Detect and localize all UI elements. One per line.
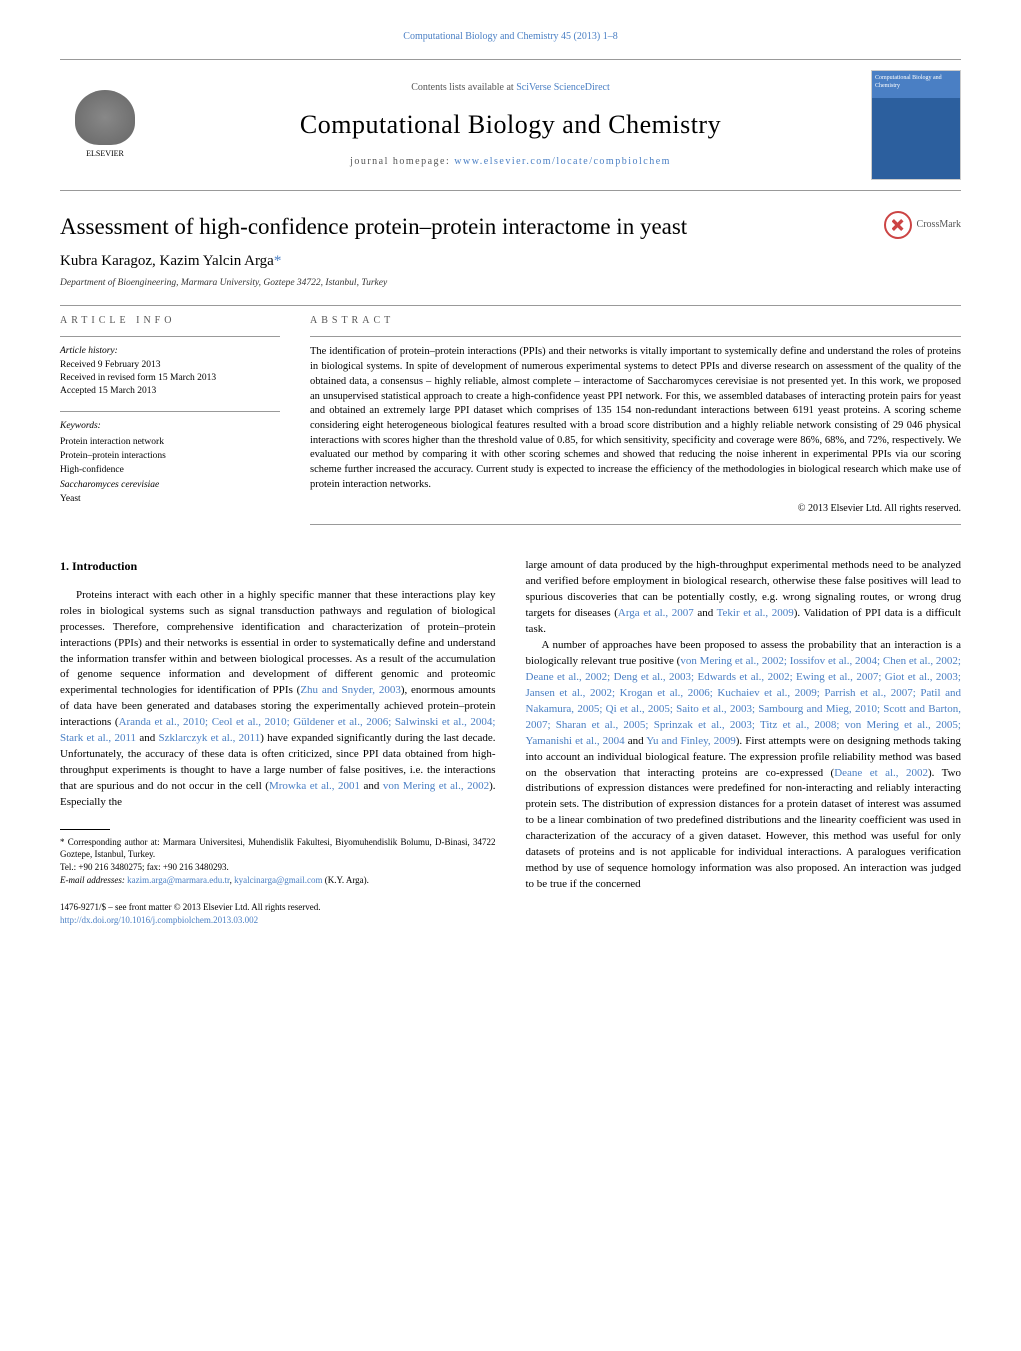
elsevier-tree-icon <box>75 90 135 145</box>
paragraph: Proteins interact with each other in a h… <box>60 588 496 811</box>
elsevier-label: ELSEVIER <box>86 148 124 159</box>
corresponding-marker: * <box>274 253 282 269</box>
keyword: High-confidence <box>60 463 280 477</box>
journal-title: Computational Biology and Chemistry <box>150 107 871 143</box>
issn-line: 1476-9271/$ – see front matter © 2013 El… <box>60 901 496 914</box>
crossmark-label: CrossMark <box>917 218 961 232</box>
divider <box>310 524 961 525</box>
ref-link[interactable]: Szklarczyk et al., 2011 <box>159 732 261 744</box>
abstract: ABSTRACT The identification of protein–p… <box>310 314 961 533</box>
sciencedirect-link[interactable]: SciVerse ScienceDirect <box>516 82 610 93</box>
article-title: Assessment of high-confidence protein–pr… <box>60 211 687 243</box>
crossmark-badge[interactable]: CrossMark <box>884 211 961 239</box>
abstract-header: ABSTRACT <box>310 314 961 328</box>
authors: Kubra Karagoz, Kazim Yalcin Arga* <box>60 251 961 272</box>
article-info: ARTICLE INFO Article history: Received 9… <box>60 314 280 533</box>
keyword: Yeast <box>60 492 280 506</box>
homepage-link[interactable]: www.elsevier.com/locate/compbiolchem <box>454 156 671 167</box>
column-left: 1. Introduction Proteins interact with e… <box>60 558 496 927</box>
footnote-divider <box>60 829 110 830</box>
column-right: large amount of data produced by the hig… <box>526 558 962 927</box>
divider <box>60 336 280 337</box>
keywords-label: Keywords: <box>60 420 280 433</box>
corresponding-footnote: * Corresponding author at: Marmara Unive… <box>60 836 496 886</box>
article-title-row: Assessment of high-confidence protein–pr… <box>60 211 961 243</box>
crossmark-icon <box>884 211 912 239</box>
ref-link[interactable]: Deane et al., 2002 <box>834 767 928 779</box>
paragraph: large amount of data produced by the hig… <box>526 558 962 638</box>
journal-homepage: journal homepage: www.elsevier.com/locat… <box>150 155 871 169</box>
history-label: Article history: <box>60 346 118 356</box>
intro-title: 1. Introduction <box>60 558 496 575</box>
citation-link[interactable]: Computational Biology and Chemistry 45 (… <box>403 31 617 42</box>
abstract-text: The identification of protein–protein in… <box>310 345 961 492</box>
journal-cover-thumbnail: Computational Biology and Chemistry <box>871 70 961 180</box>
history-accepted: Accepted 15 March 2013 <box>60 386 156 396</box>
journal-header-center: Contents lists available at SciVerse Sci… <box>150 81 871 169</box>
affiliation: Department of Bioengineering, Marmara Un… <box>60 277 961 290</box>
article-history: Article history: Received 9 February 201… <box>60 345 280 398</box>
contents-line: Contents lists available at SciVerse Sci… <box>150 81 871 95</box>
history-revised: Received in revised form 15 March 2013 <box>60 373 216 383</box>
body-columns: 1. Introduction Proteins interact with e… <box>60 558 961 927</box>
history-received: Received 9 February 2013 <box>60 360 161 370</box>
ref-link[interactable]: Mrowka et al., 2001 <box>269 780 360 792</box>
ref-link[interactable]: Zhu and Snyder, 2003 <box>300 684 401 696</box>
keyword: Protein interaction network <box>60 435 280 449</box>
journal-header: ELSEVIER Contents lists available at Sci… <box>60 59 961 191</box>
ref-link[interactable]: von Mering et al., 2002 <box>383 780 489 792</box>
divider <box>310 336 961 337</box>
keyword: Saccharomyces cerevisiae <box>60 478 280 492</box>
keyword: Protein–protein interactions <box>60 449 280 463</box>
elsevier-logo: ELSEVIER <box>60 80 150 170</box>
copyright: © 2013 Elsevier Ltd. All rights reserved… <box>310 502 961 516</box>
ref-link[interactable]: von Mering et al., 2002; Iossifov et al.… <box>526 655 962 747</box>
info-abstract-row: ARTICLE INFO Article history: Received 9… <box>60 314 961 533</box>
email-link[interactable]: kyalcinarga@gmail.com <box>234 875 322 885</box>
article-info-header: ARTICLE INFO <box>60 314 280 328</box>
divider <box>60 305 961 306</box>
ref-link[interactable]: Tekir et al., 2009 <box>717 607 794 619</box>
front-matter: 1476-9271/$ – see front matter © 2013 El… <box>60 901 496 927</box>
email-link[interactable]: kazim.arga@marmara.edu.tr <box>127 875 229 885</box>
header-citation: Computational Biology and Chemistry 45 (… <box>60 30 961 44</box>
paragraph: A number of approaches have been propose… <box>526 638 962 893</box>
divider <box>60 411 280 412</box>
doi-link[interactable]: http://dx.doi.org/10.1016/j.compbiolchem… <box>60 915 258 925</box>
ref-link[interactable]: Arga et al., 2007 <box>618 607 694 619</box>
keywords: Keywords: Protein interaction network Pr… <box>60 420 280 507</box>
ref-link[interactable]: Yu and Finley, 2009 <box>646 735 735 747</box>
